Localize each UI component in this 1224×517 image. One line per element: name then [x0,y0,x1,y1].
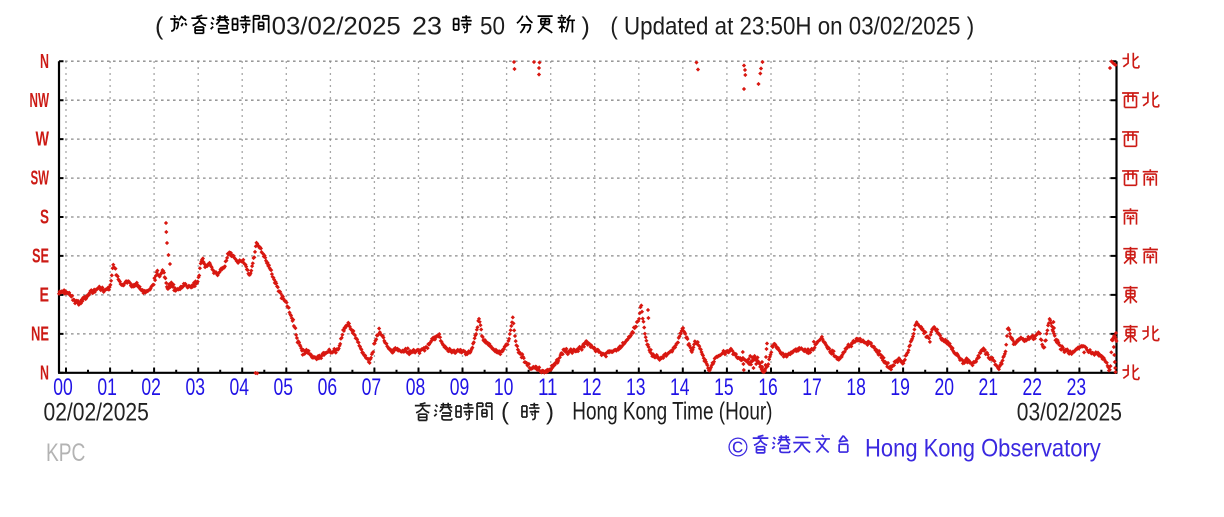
svg-text:12: 12 [582,374,602,401]
svg-text:( Updated at 23:50H on 03/02/2: ( Updated at 23:50H on 03/02/2025 ) [610,13,974,41]
svg-text:09: 09 [450,374,470,401]
svg-text:21: 21 [979,374,999,401]
svg-text:KPC: KPC [46,439,85,467]
svg-text:(: ( [501,399,509,426]
svg-text:04: 04 [229,374,249,401]
svg-text:N: N [40,362,49,384]
svg-text:03/02/2025: 03/02/2025 [272,13,401,41]
svg-text:N: N [40,51,49,73]
svg-text:18: 18 [846,374,866,401]
svg-text:03: 03 [185,374,205,401]
svg-text:Hong Kong Observatory: Hong Kong Observatory [865,435,1101,463]
svg-text:NE: NE [31,324,49,346]
svg-text:16: 16 [758,374,778,401]
svg-text:23: 23 [1067,374,1087,401]
svg-text:08: 08 [406,374,426,401]
svg-text:20: 20 [934,374,954,401]
svg-text:23: 23 [412,13,442,41]
svg-text:11: 11 [538,374,558,401]
svg-text:02/02/2025: 02/02/2025 [44,399,149,427]
svg-text:NW: NW [30,90,50,112]
svg-text:): ) [546,399,554,426]
svg-text:00: 00 [53,374,73,401]
svg-text:SE: SE [32,246,49,268]
svg-text:03/02/2025: 03/02/2025 [1017,399,1122,427]
svg-text:19: 19 [890,374,910,401]
svg-text:©: © [728,433,748,463]
svg-text:22: 22 [1023,374,1043,401]
svg-text:W: W [36,129,50,151]
svg-text:15: 15 [714,374,734,401]
svg-text:14: 14 [670,374,690,401]
svg-text:07: 07 [362,374,382,401]
svg-text:06: 06 [318,374,338,401]
svg-text:(: ( [155,13,164,41]
svg-text:05: 05 [274,374,294,401]
svg-text:SW: SW [31,168,50,190]
svg-text:Hong Kong Time (Hour): Hong Kong Time (Hour) [572,398,772,426]
svg-text:02: 02 [141,374,161,401]
svg-text:): ) [582,13,590,41]
svg-text:17: 17 [802,374,822,401]
svg-text:S: S [40,207,49,229]
svg-text:E: E [40,285,50,307]
svg-text:01: 01 [97,374,117,401]
svg-text:10: 10 [494,374,514,401]
svg-text:13: 13 [626,374,646,401]
svg-text:50: 50 [480,13,505,41]
